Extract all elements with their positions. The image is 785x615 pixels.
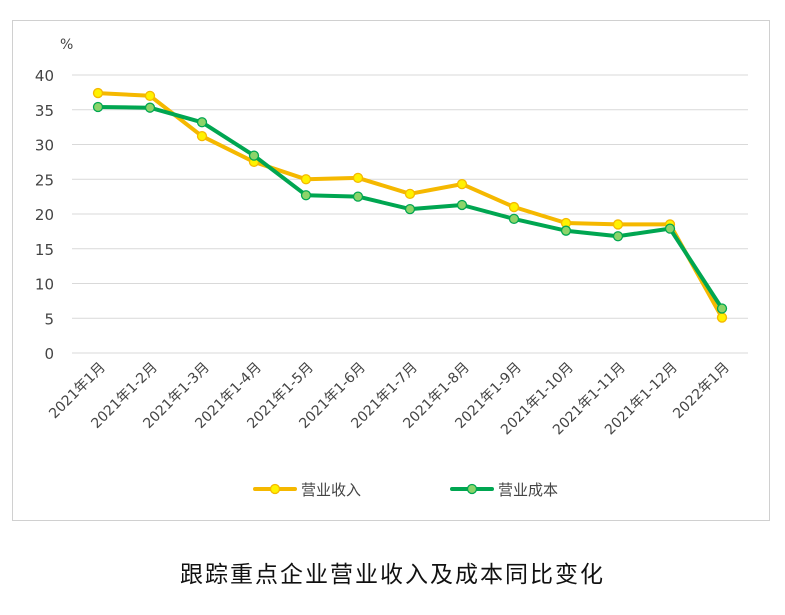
data-point: [612, 231, 624, 242]
y-tick-label: 0: [44, 345, 54, 363]
data-point: [196, 131, 208, 142]
y-tick-label: 40: [35, 67, 54, 85]
y-tick-label: 35: [35, 102, 54, 120]
y-tick-label: 20: [35, 206, 54, 224]
data-point: [92, 101, 104, 113]
legend-label-0: 营业收入: [301, 481, 361, 499]
y-tick-label: 25: [35, 171, 54, 189]
data-point: [144, 102, 156, 113]
data-point: [456, 199, 468, 211]
data-point: [92, 87, 104, 99]
data-point: [716, 303, 728, 314]
data-point: [664, 223, 676, 234]
data-point: [300, 174, 312, 185]
data-point: [248, 150, 260, 161]
data-point: [560, 225, 572, 236]
data-point: [352, 191, 364, 202]
data-point: [508, 201, 520, 213]
legend-marker-0: [269, 483, 281, 495]
data-point: [144, 90, 156, 101]
y-tick-label: 10: [35, 276, 54, 294]
chart-frame: [12, 20, 770, 521]
data-point: [404, 203, 416, 215]
data-point: [196, 117, 208, 128]
legend-marker-1: [466, 483, 478, 495]
y-tick-label: 30: [35, 137, 54, 155]
data-point: [612, 219, 624, 230]
x-tick-label: 2022年1月: [670, 360, 733, 423]
y-tick-label: 5: [44, 310, 54, 328]
data-point: [716, 312, 728, 323]
data-point: [404, 188, 416, 199]
y-unit-label: %: [60, 37, 73, 53]
chart-caption: 跟踪重点企业营业收入及成本同比变化: [180, 562, 605, 588]
y-tick-label: 15: [35, 241, 54, 259]
data-point: [300, 190, 312, 201]
data-point: [456, 178, 468, 190]
data-point: [352, 172, 364, 184]
data-point: [508, 213, 520, 225]
legend-label-1: 营业成本: [498, 481, 558, 499]
